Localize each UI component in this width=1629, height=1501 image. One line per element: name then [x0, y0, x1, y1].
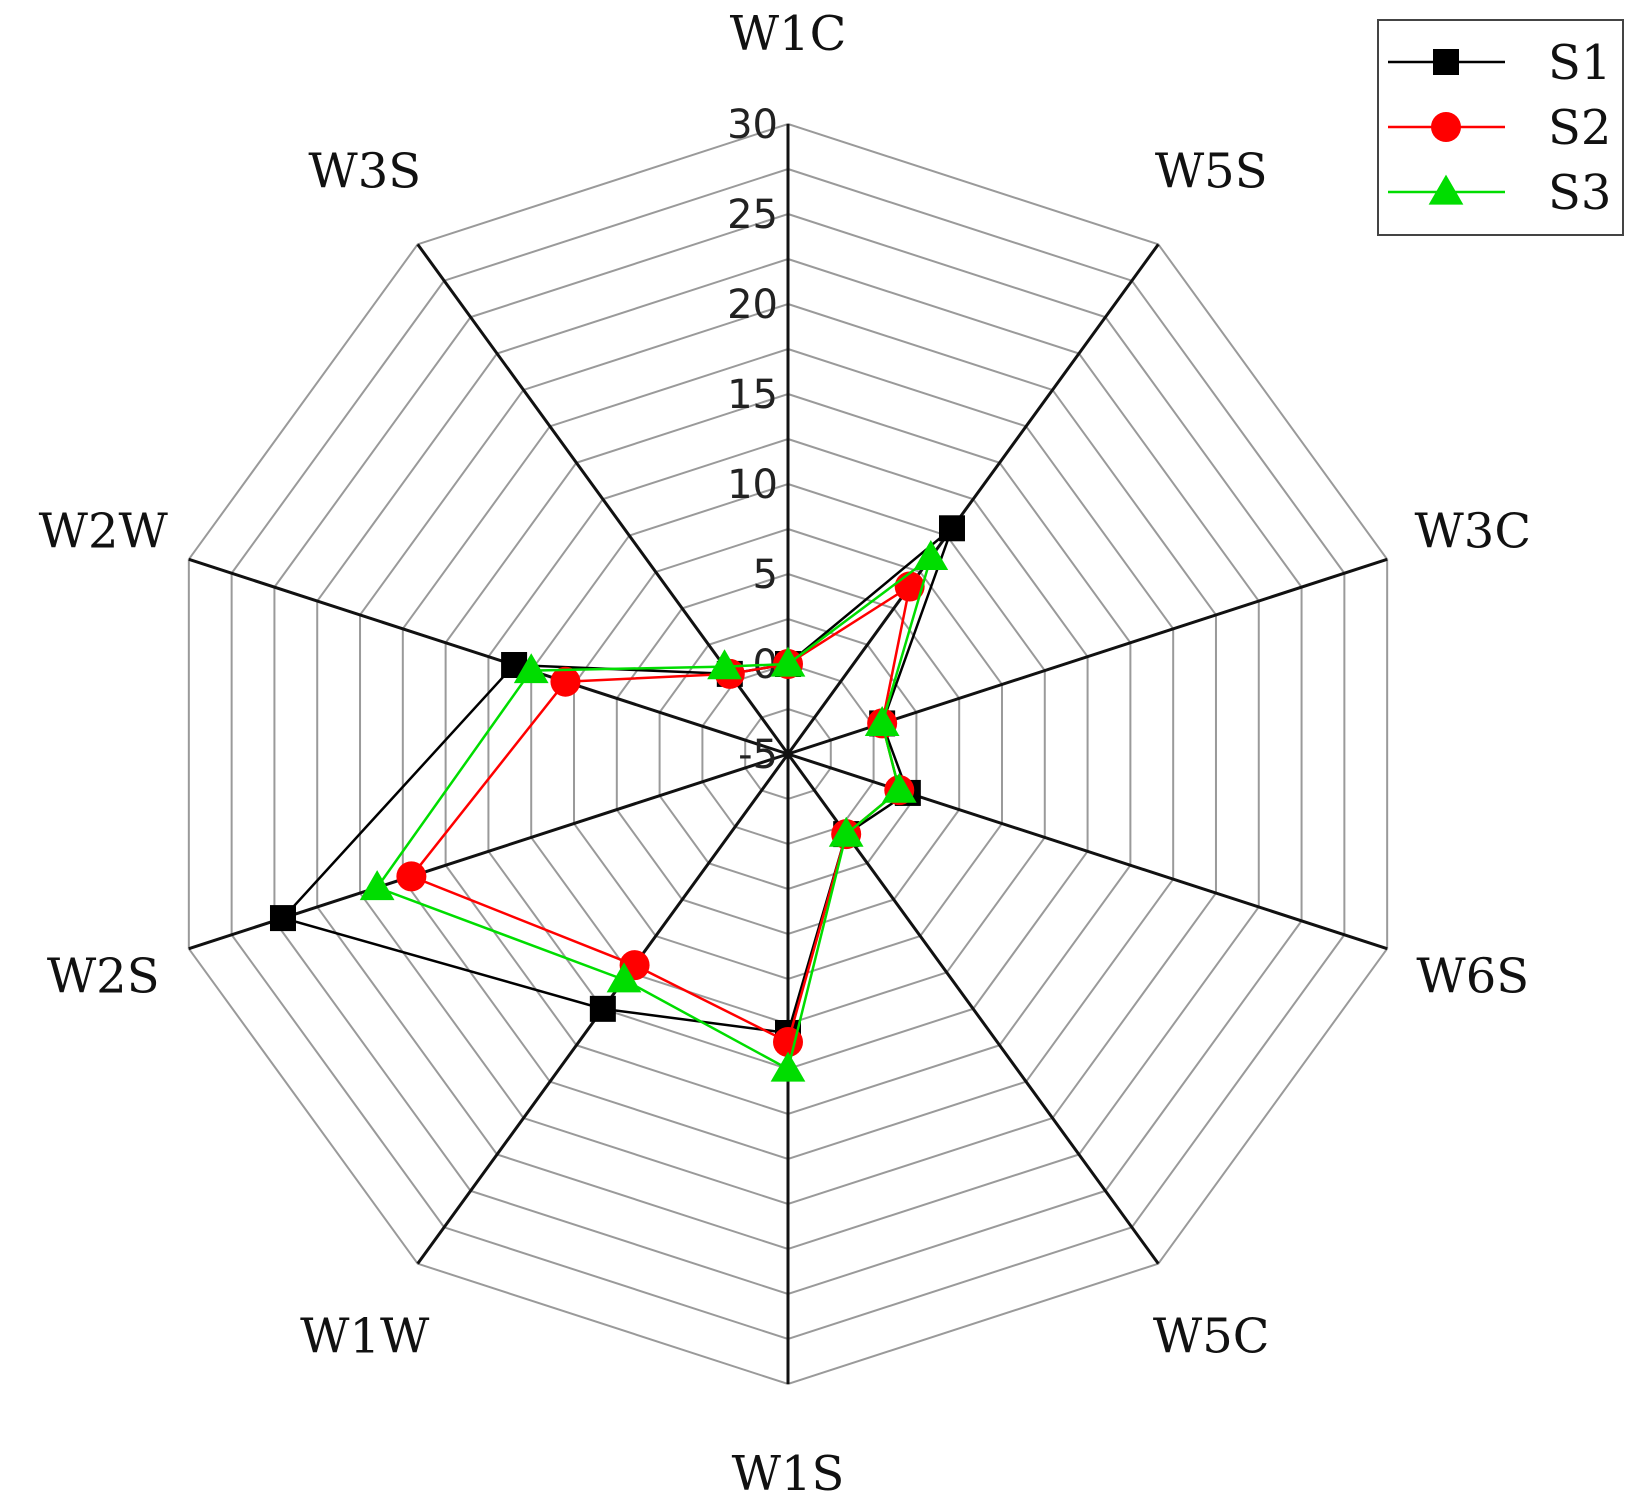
legend-label-s2: S2	[1548, 100, 1611, 156]
category-label-w1c: W1C	[730, 6, 847, 62]
data-point-s3-w5c	[828, 816, 864, 847]
category-label-w2s: W2S	[47, 948, 160, 1004]
tick-label: 10	[727, 462, 778, 508]
legend-marker-s3	[1428, 174, 1464, 205]
category-label-w5s: W5S	[1155, 144, 1268, 200]
category-label-w6s: W6S	[1416, 948, 1529, 1004]
data-point-s3-w1w	[606, 962, 642, 993]
data-point-s1-w1w	[589, 995, 616, 1022]
legend-label-s3: S3	[1548, 165, 1611, 221]
data-point-s1-w5s	[938, 515, 965, 542]
series-s3	[359, 540, 949, 1082]
tick-label: 5	[753, 552, 778, 598]
data-point-s3-w1c	[770, 646, 806, 677]
category-label-w1s: W1S	[732, 1446, 845, 1501]
category-label-w1w: W1W	[300, 1308, 430, 1364]
spoke-w5s	[786, 243, 1160, 755]
tick-label: 15	[727, 372, 778, 418]
series-s2	[396, 571, 925, 1057]
category-label-w3s: W3S	[308, 144, 421, 200]
data-point-s3-w5s	[913, 540, 949, 571]
tick-label: -5	[738, 732, 778, 778]
data-point-s3-w6s	[881, 772, 917, 803]
data-point-s3-w2w	[513, 653, 549, 684]
series-layer	[269, 515, 965, 1082]
category-label-w5c: W5C	[1153, 1308, 1270, 1364]
legend-label-s1: S1	[1548, 35, 1611, 91]
category-label-w2w: W2W	[39, 504, 169, 560]
legend-marker-s2	[1431, 112, 1461, 142]
data-point-s3-w3s	[707, 649, 742, 680]
data-point-s1-w2s	[269, 905, 296, 932]
category-label-w3c: W3C	[1414, 504, 1531, 560]
data-point-s2-w2s	[396, 861, 427, 892]
tick-label: 25	[727, 192, 778, 238]
category-labels: W1C W5S W3C W6S W5C W1S W1W W2S W2W W3S	[39, 6, 1531, 1501]
spoke-w2w	[188, 557, 789, 756]
tick-label: 30	[727, 102, 778, 148]
data-point-s2-w2w	[550, 666, 581, 697]
data-point-s3-w1s	[770, 1051, 806, 1082]
data-point-s3-w2s	[359, 870, 395, 901]
tick-label: 20	[727, 282, 778, 328]
legend-marker-s1	[1433, 49, 1459, 75]
data-point-s3-w3c	[864, 706, 900, 737]
legend: S1 S2 S3	[1377, 19, 1624, 236]
